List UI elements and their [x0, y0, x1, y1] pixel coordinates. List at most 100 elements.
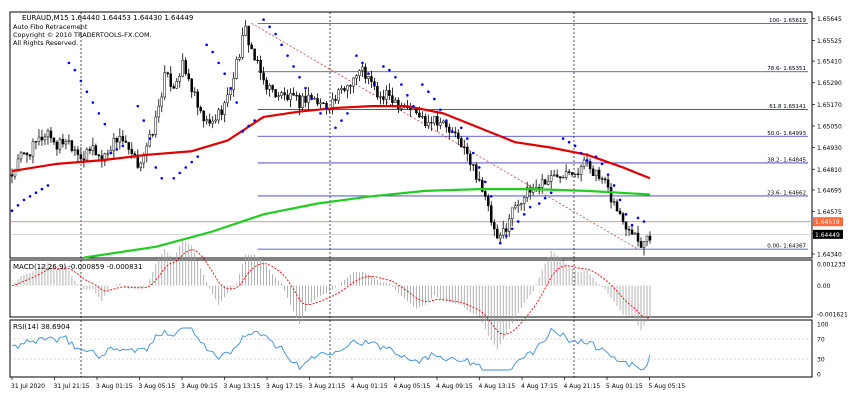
- candle-body-34: [112, 137, 116, 151]
- candle-body-168: [513, 205, 517, 209]
- candle-body-84: [262, 72, 265, 81]
- sar-dot-38: [274, 32, 277, 36]
- candle-body-93: [289, 92, 292, 101]
- candle-body-48: [154, 116, 158, 135]
- candle-body-92: [286, 94, 289, 101]
- time-tick-label-15: 5 Aug 05:15: [649, 383, 686, 390]
- candle-body-64: [202, 110, 205, 122]
- sar-dot-42: [298, 76, 301, 79]
- candle-body-118: [364, 66, 367, 79]
- candle-body-143: [439, 122, 442, 126]
- candle-body-12: [46, 130, 50, 138]
- candle-body-196: [597, 169, 601, 179]
- price-tick-label-3: 1.65290: [817, 80, 842, 87]
- candle-body-213: [648, 235, 652, 241]
- macd-tick-label-2: -0.001621: [817, 312, 848, 319]
- bid-price-label: 1.64449: [815, 232, 840, 239]
- candle-body-199: [606, 179, 610, 188]
- candle-body-52: [166, 72, 170, 75]
- sar-dot-64: [445, 119, 448, 122]
- candle-body-68: [214, 119, 217, 122]
- candle-body-71: [223, 102, 226, 115]
- sar-dot-51: [361, 61, 364, 65]
- candle-body-104: [322, 102, 325, 104]
- candle-body-156: [478, 179, 481, 181]
- candle-body-13: [49, 130, 53, 139]
- candle-body-3: [19, 152, 23, 160]
- sar-dot-3: [28, 195, 32, 198]
- candle-body-19: [67, 140, 71, 142]
- sar-dot-9: [79, 79, 83, 83]
- candle-body-43: [139, 162, 143, 168]
- sar-dot-61: [427, 90, 430, 94]
- candle-body-195: [594, 169, 598, 176]
- candle-body-187: [570, 172, 574, 175]
- candle-body-62: [196, 91, 199, 108]
- candle-body-185: [564, 171, 568, 178]
- candle-body-97: [301, 95, 304, 109]
- candle-body-82: [256, 59, 259, 62]
- candle-body-136: [418, 112, 421, 118]
- sar-dot-91: [624, 213, 628, 216]
- sar-dot-1: [16, 204, 20, 207]
- sar-dot-69: [477, 166, 481, 169]
- candle-body-138: [424, 115, 427, 126]
- candle-body-95: [295, 94, 298, 97]
- sar-dot-57: [400, 83, 403, 86]
- candle-body-103: [319, 102, 322, 105]
- sar-dot-74: [510, 227, 514, 231]
- candle-body-0: [10, 174, 14, 177]
- candle-body-94: [292, 92, 295, 96]
- sar-dot-66: [459, 126, 463, 130]
- candle-body-86: [268, 85, 271, 90]
- candle-body-197: [600, 178, 604, 180]
- sar-dot-10: [85, 90, 89, 94]
- sar-dot-89: [612, 184, 616, 187]
- copyright-line: Copyright © 2010 TRADERTOOLS-FX.COM.: [13, 31, 152, 39]
- candle-body-27: [91, 145, 95, 151]
- sar-dot-47: [334, 126, 337, 130]
- candle-body-116: [358, 70, 361, 76]
- candle-body-74: [232, 78, 235, 91]
- candle-body-203: [618, 210, 622, 214]
- candle-body-150: [460, 138, 463, 148]
- sar-dot-20: [154, 166, 158, 169]
- sar-dot-53: [373, 83, 376, 86]
- price-tick-label-8: 1.64695: [817, 187, 842, 194]
- sar-dot-37: [268, 25, 271, 29]
- sar-dot-41: [292, 65, 295, 68]
- candle-body-193: [588, 161, 592, 170]
- sar-dot-85: [585, 158, 589, 162]
- candle-body-14: [52, 137, 56, 143]
- time-tick-label-4: 3 Aug 09:15: [181, 383, 218, 390]
- fibo-label-6: 0.00- 1.64367: [767, 244, 806, 250]
- candle-body-211: [642, 241, 646, 248]
- candle-body-124: [382, 96, 385, 100]
- sar-dot-21: [160, 176, 164, 180]
- candle-body-162: [495, 228, 499, 239]
- candle-body-90: [280, 92, 283, 96]
- indicator-name: Auto Fibo Retracement: [13, 23, 88, 31]
- candle-body-180: [549, 175, 553, 182]
- bid-price-box: [813, 229, 843, 239]
- sar-dot-30: [223, 72, 226, 75]
- candle-body-79: [247, 25, 250, 46]
- candle-body-69: [217, 109, 220, 121]
- sar-dot-13: [103, 122, 107, 126]
- sar-dot-29: [217, 61, 220, 65]
- candle-body-40: [130, 149, 134, 154]
- candle-body-119: [367, 76, 370, 79]
- sar-dot-40: [286, 54, 289, 57]
- candle-body-142: [436, 115, 439, 126]
- sar-dot-79: [543, 196, 547, 200]
- candle-body-111: [343, 88, 346, 91]
- candle-body-161: [492, 222, 496, 230]
- candle-body-144: [442, 120, 445, 124]
- sar-dot-26: [196, 155, 200, 158]
- candle-body-87: [271, 85, 274, 90]
- candle-body-159: [487, 196, 490, 206]
- sar-dot-32: [235, 101, 238, 104]
- candle-body-56: [178, 76, 181, 82]
- candle-body-210: [639, 241, 643, 248]
- main-panel: [9, 11, 813, 259]
